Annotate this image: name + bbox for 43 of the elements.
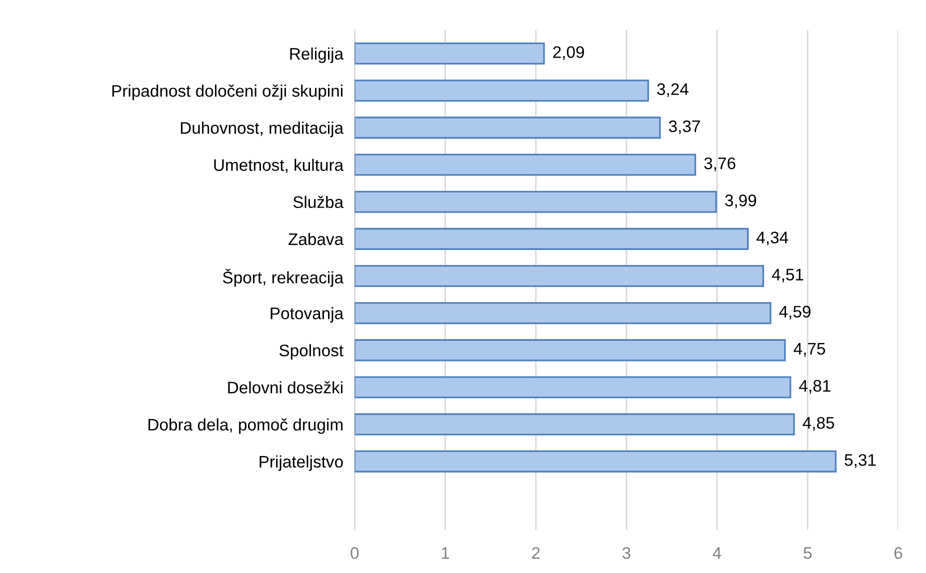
bar: [354, 80, 650, 102]
bar: [354, 42, 545, 65]
data-label: 2,09: [553, 46, 584, 60]
x-tick-label: 2: [532, 547, 540, 559]
y-tick-label: Spolnost: [279, 344, 344, 360]
y-tick-label: Potovanja: [270, 307, 344, 323]
bar: [354, 302, 772, 324]
data-label: 4,59: [779, 306, 810, 320]
x-tick-label: 1: [442, 547, 450, 559]
x-tick-label: 6: [894, 547, 902, 559]
data-label: 4,75: [794, 343, 826, 357]
data-label: 4,34: [756, 232, 788, 246]
data-label: 4,51: [772, 268, 804, 282]
data-label: 3,37: [668, 120, 700, 134]
bar: [354, 116, 661, 139]
y-tick-label: Služba: [293, 196, 344, 208]
bar: [354, 339, 786, 362]
y-tick-label: Pripadnost določeni ožji skupini: [112, 84, 342, 100]
bar: [354, 376, 792, 398]
bar: [354, 413, 795, 436]
x-tick-label: 5: [804, 547, 812, 559]
bar: [354, 450, 837, 472]
x-tick-label: 3: [622, 547, 630, 559]
data-label: 5,31: [844, 454, 876, 468]
x-tick-label: 0: [350, 547, 359, 559]
bar: [354, 264, 764, 288]
data-label: 3,76: [704, 157, 736, 172]
y-tick-label: Dobra dela, pomoč drugim: [148, 418, 342, 434]
y-tick-label: Umetnost, kultura: [214, 158, 344, 173]
data-label: 4,85: [802, 417, 834, 431]
y-tick-label: Prijateljstvo: [260, 455, 343, 471]
y-tick-label: Šport, rekreacija: [222, 268, 344, 287]
y-tick-label: Zabava: [288, 232, 344, 246]
y-tick-label: Delovni dosežki: [228, 381, 342, 394]
bar: [354, 190, 717, 213]
x-tick-label: 4: [712, 547, 722, 559]
data-label: 3,24: [657, 83, 688, 98]
y-tick-label: Duhovnost, meditacija: [180, 122, 344, 138]
y-tick-label: Religija: [290, 47, 344, 64]
bar: [354, 154, 696, 176]
data-label: 4,81: [799, 380, 830, 394]
data-label: 3,99: [725, 194, 756, 208]
bar: [354, 228, 749, 250]
